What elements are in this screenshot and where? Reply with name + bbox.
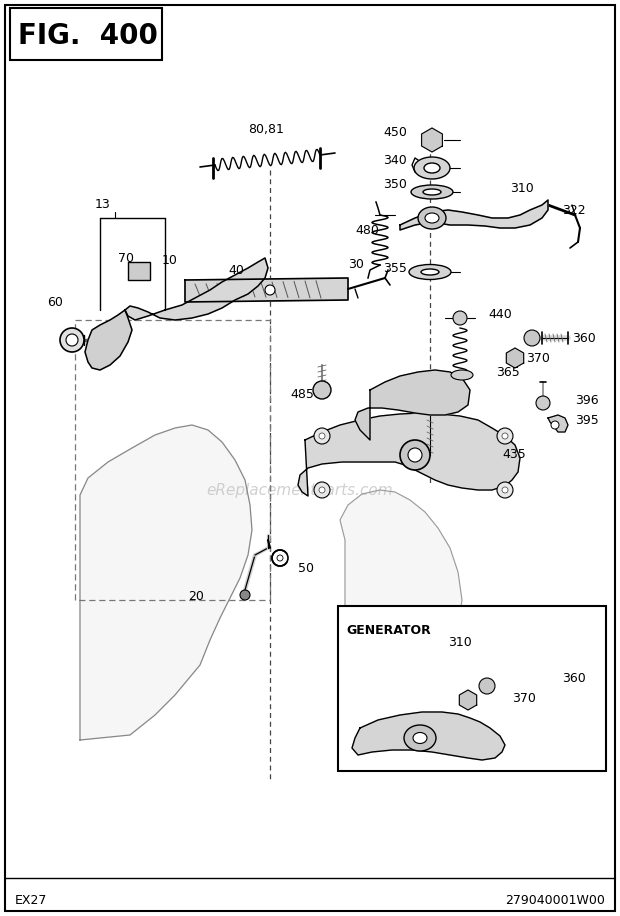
Text: 480: 480 [355, 224, 379, 236]
Text: 310: 310 [448, 637, 472, 649]
Text: 13: 13 [95, 199, 111, 212]
Circle shape [60, 328, 84, 352]
Circle shape [502, 487, 508, 493]
Circle shape [502, 433, 508, 439]
Circle shape [536, 396, 550, 410]
Ellipse shape [418, 207, 446, 229]
Text: eReplacementParts.com: eReplacementParts.com [206, 483, 393, 497]
Circle shape [313, 381, 331, 399]
Polygon shape [298, 413, 520, 496]
Polygon shape [352, 712, 505, 760]
Polygon shape [459, 690, 477, 710]
Polygon shape [548, 415, 568, 432]
Text: 60: 60 [47, 296, 63, 309]
Ellipse shape [411, 185, 453, 199]
Text: FIG.  400: FIG. 400 [18, 22, 158, 50]
Text: 395: 395 [575, 413, 599, 427]
Circle shape [497, 428, 513, 444]
Text: 10: 10 [162, 254, 178, 267]
Ellipse shape [413, 733, 427, 744]
Text: 370: 370 [512, 692, 536, 704]
Bar [75, 320, 270, 600]
Text: 30: 30 [348, 258, 364, 271]
Circle shape [314, 428, 330, 444]
Ellipse shape [414, 157, 450, 179]
Text: 435: 435 [502, 449, 526, 462]
Text: GENERATOR: GENERATOR [346, 624, 431, 637]
Circle shape [551, 421, 559, 429]
Ellipse shape [421, 269, 439, 275]
Ellipse shape [424, 163, 440, 173]
Text: 20: 20 [188, 591, 204, 604]
Text: 485: 485 [290, 388, 314, 401]
Text: 310: 310 [510, 181, 534, 194]
Text: 396: 396 [575, 394, 599, 407]
Text: 360: 360 [572, 332, 596, 344]
Text: 355: 355 [383, 261, 407, 275]
Circle shape [240, 590, 250, 600]
Circle shape [479, 678, 495, 694]
Text: 340: 340 [383, 154, 407, 167]
Polygon shape [85, 310, 132, 370]
Text: 440: 440 [488, 309, 511, 322]
Circle shape [265, 285, 275, 295]
Polygon shape [422, 128, 443, 152]
Polygon shape [400, 200, 548, 230]
Text: 350: 350 [383, 179, 407, 191]
Ellipse shape [423, 189, 441, 195]
Text: 80,81: 80,81 [248, 124, 284, 136]
Circle shape [319, 433, 325, 439]
Text: 450: 450 [383, 126, 407, 139]
Text: 365: 365 [496, 365, 520, 378]
Bar [10, 8, 162, 60]
Ellipse shape [404, 725, 436, 751]
Circle shape [314, 482, 330, 498]
Bar [338, 606, 606, 771]
Text: 70: 70 [118, 252, 134, 265]
Text: 50: 50 [298, 562, 314, 574]
Polygon shape [185, 278, 348, 302]
Ellipse shape [425, 213, 439, 223]
Text: 322: 322 [562, 203, 586, 216]
Text: 360: 360 [562, 671, 586, 684]
Text: 370: 370 [526, 352, 550, 365]
Ellipse shape [409, 265, 451, 279]
Polygon shape [125, 258, 268, 320]
Bar [128, 262, 150, 280]
Polygon shape [340, 490, 462, 745]
Circle shape [453, 311, 467, 325]
Circle shape [497, 482, 513, 498]
Circle shape [277, 555, 283, 561]
Polygon shape [507, 348, 524, 368]
Polygon shape [80, 425, 252, 740]
Circle shape [319, 487, 325, 493]
Text: 279040001W00: 279040001W00 [505, 893, 605, 907]
Circle shape [524, 330, 540, 346]
Circle shape [400, 440, 430, 470]
Text: 40: 40 [228, 264, 244, 277]
Circle shape [66, 334, 78, 346]
Circle shape [408, 448, 422, 462]
Text: EX27: EX27 [15, 893, 47, 907]
Polygon shape [355, 370, 470, 440]
Ellipse shape [451, 370, 473, 380]
